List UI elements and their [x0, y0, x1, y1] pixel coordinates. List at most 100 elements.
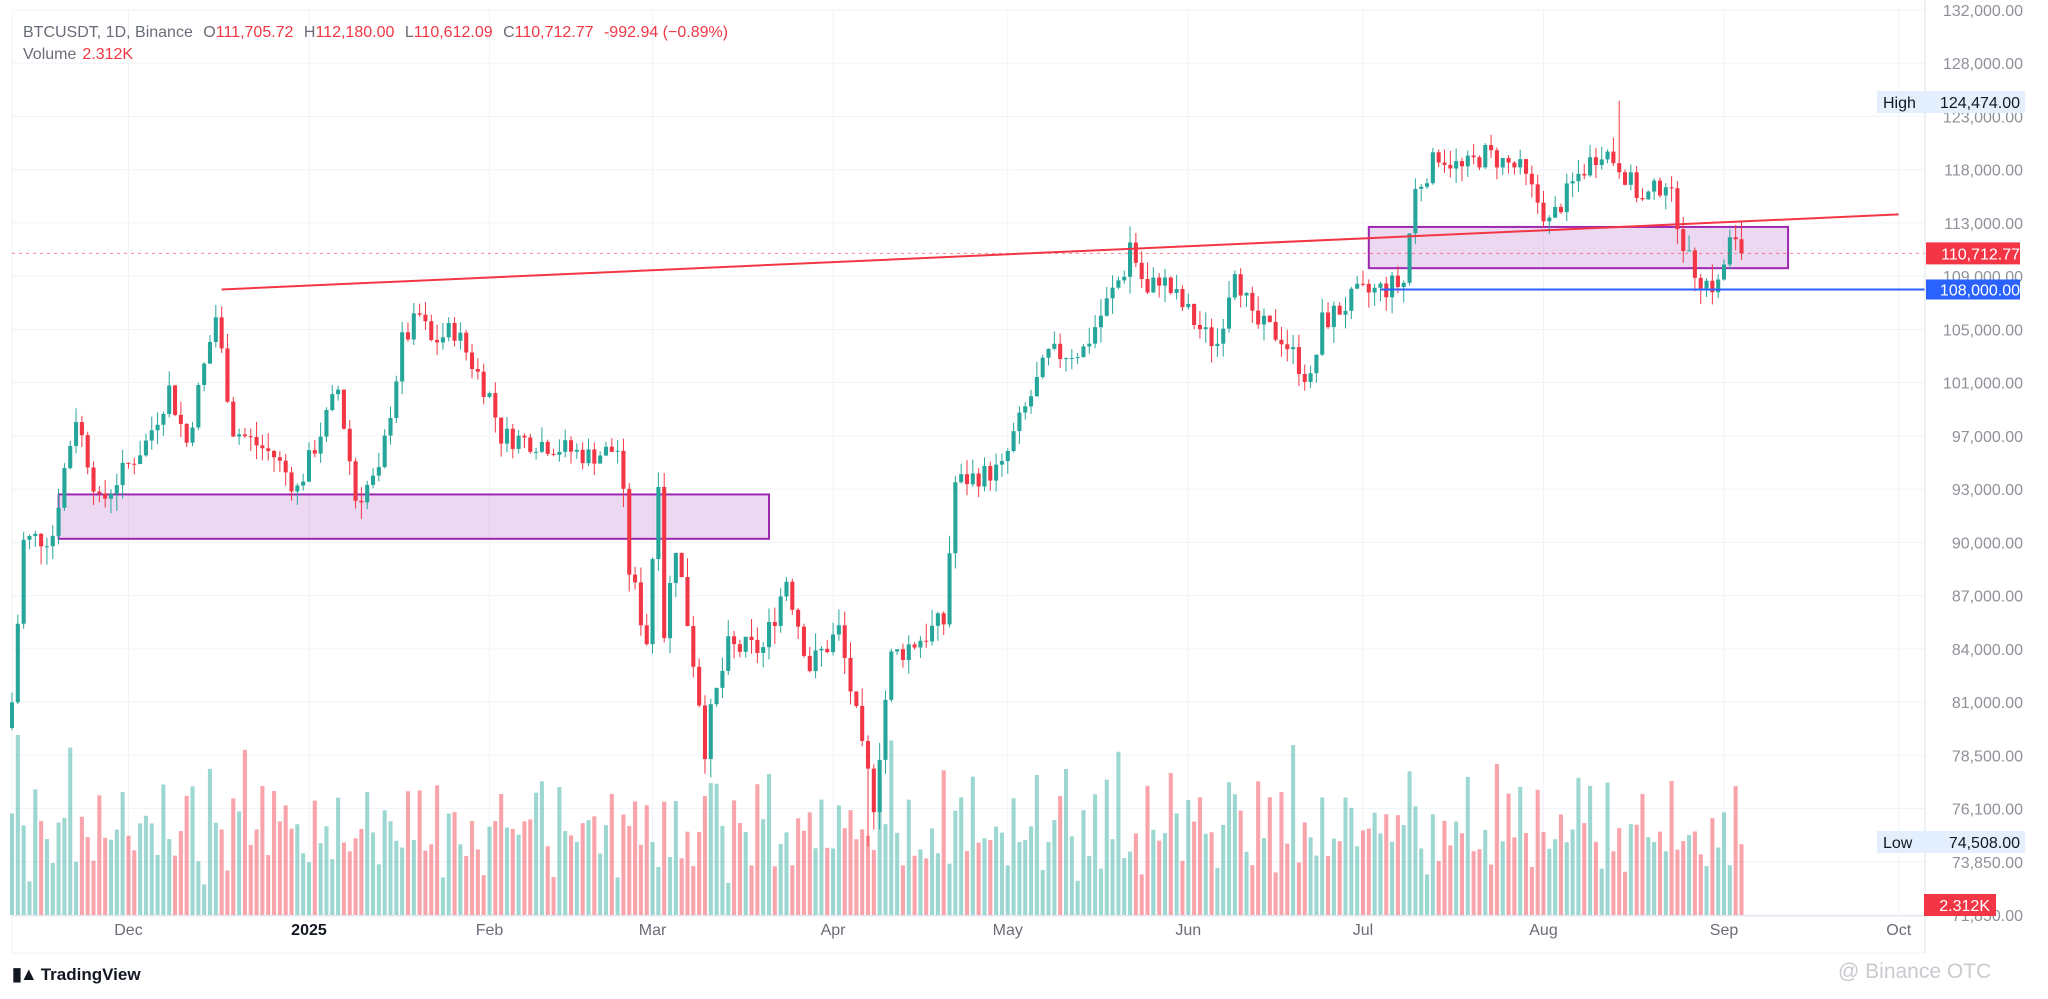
- candle-body: [673, 552, 678, 583]
- volume-bar: [1238, 810, 1243, 915]
- candle-body: [557, 451, 562, 455]
- candle-body: [1308, 373, 1313, 382]
- candle-body: [499, 417, 504, 444]
- candle-body: [1075, 357, 1080, 359]
- candle-body: [1390, 275, 1395, 298]
- volume-bar: [277, 821, 282, 915]
- candle-body: [1692, 250, 1697, 278]
- volume-bar: [114, 829, 119, 915]
- candle-body: [1058, 343, 1063, 360]
- candle-body: [621, 450, 626, 489]
- volume-bar: [1599, 868, 1604, 915]
- volume-bar: [1221, 824, 1226, 915]
- candle-body: [469, 352, 475, 370]
- candle-body: [1104, 298, 1109, 316]
- candle-body: [1261, 315, 1267, 325]
- candle-body: [423, 314, 428, 322]
- volume-bar: [1442, 820, 1447, 915]
- volume-bar: [365, 791, 370, 915]
- candle-body: [941, 613, 946, 625]
- last-price-tag: [1926, 242, 2020, 265]
- candle-body: [1372, 287, 1377, 293]
- candle-body: [481, 371, 486, 397]
- volume-bar: [1687, 834, 1692, 915]
- candle-body: [1698, 277, 1703, 289]
- volume-bar: [825, 847, 830, 915]
- volume-bar: [138, 823, 143, 915]
- volume-bar: [1157, 840, 1162, 915]
- volume-bar: [1390, 841, 1395, 915]
- volume-bar: [539, 781, 544, 915]
- candle-body: [679, 552, 684, 578]
- candle-body: [1593, 157, 1598, 165]
- candle-body: [225, 348, 230, 402]
- volume-bar: [644, 805, 649, 915]
- volume-bar: [801, 830, 806, 915]
- high-key: H: [303, 24, 316, 41]
- candle-body: [1716, 279, 1721, 293]
- volume-bar: [1261, 838, 1267, 915]
- volume-bar: [522, 821, 527, 915]
- volume-bar: [173, 855, 178, 915]
- candle-body: [44, 546, 49, 548]
- volume-bar: [417, 790, 422, 915]
- candle-body: [831, 634, 836, 653]
- volume-bar: [603, 825, 609, 915]
- volume-bar: [1704, 866, 1709, 915]
- chart-axes: 132,000.00 128,000.00 123,000.00 118,000.00…: [114, 0, 2025, 953]
- volume-bar: [1640, 793, 1645, 915]
- volume-key: Volume: [23, 46, 77, 63]
- candle-body: [638, 582, 643, 626]
- volume-bar: [1063, 768, 1069, 915]
- volume-bar: [609, 793, 614, 915]
- volume-bar: [1477, 849, 1482, 915]
- y-tick-label: 123,000.00: [1943, 109, 2023, 126]
- volume-bar: [1395, 815, 1400, 915]
- volume-bar: [1314, 855, 1319, 915]
- candle-body: [842, 625, 847, 658]
- volume-bar: [941, 770, 946, 915]
- candle-body: [1518, 159, 1523, 168]
- candle-body: [359, 500, 364, 503]
- tradingview-logo[interactable]: ▮▲ TradingView: [12, 964, 141, 985]
- volume-bar: [458, 844, 463, 915]
- y-tick-label: 76,100.00: [1952, 802, 2023, 819]
- candle-body: [935, 613, 940, 626]
- candle-body: [1564, 183, 1569, 213]
- tradingview-logo-icon: ▮▲: [12, 964, 38, 984]
- candle-body: [347, 428, 352, 462]
- volume-bar: [1302, 822, 1307, 915]
- volume-bar: [487, 826, 492, 915]
- candle-body: [1168, 277, 1173, 293]
- volume-bar: [1337, 841, 1342, 915]
- volume-bar: [504, 827, 510, 915]
- candle-body: [871, 768, 876, 813]
- candle-body: [196, 384, 201, 428]
- candle-body: [930, 625, 935, 642]
- x-tick-label: Feb: [476, 922, 504, 939]
- candle-body: [1238, 274, 1243, 296]
- candle-body: [458, 332, 463, 341]
- candle-body: [1244, 292, 1249, 296]
- volume-bar: [708, 783, 713, 915]
- volume-bar: [1506, 793, 1511, 915]
- candle-body: [446, 322, 451, 338]
- candle-body: [277, 457, 282, 461]
- candle-body: [1634, 172, 1639, 198]
- volume-bar: [155, 854, 160, 915]
- candle-body: [400, 332, 405, 382]
- volume-bar: [638, 844, 643, 915]
- candle-body: [1739, 239, 1744, 254]
- volume-bar: [1151, 829, 1156, 915]
- candle-body: [1180, 289, 1185, 308]
- candlesticks: [9, 100, 1744, 847]
- volume-bar: [930, 828, 935, 915]
- trend-drawings: [12, 213, 1925, 291]
- volume-bar: [1669, 780, 1674, 915]
- volume-bar: [1186, 799, 1191, 915]
- candle-body: [411, 313, 416, 340]
- volume-bar: [1634, 824, 1639, 915]
- candle-body: [1570, 181, 1575, 184]
- volume-bar: [1308, 837, 1313, 915]
